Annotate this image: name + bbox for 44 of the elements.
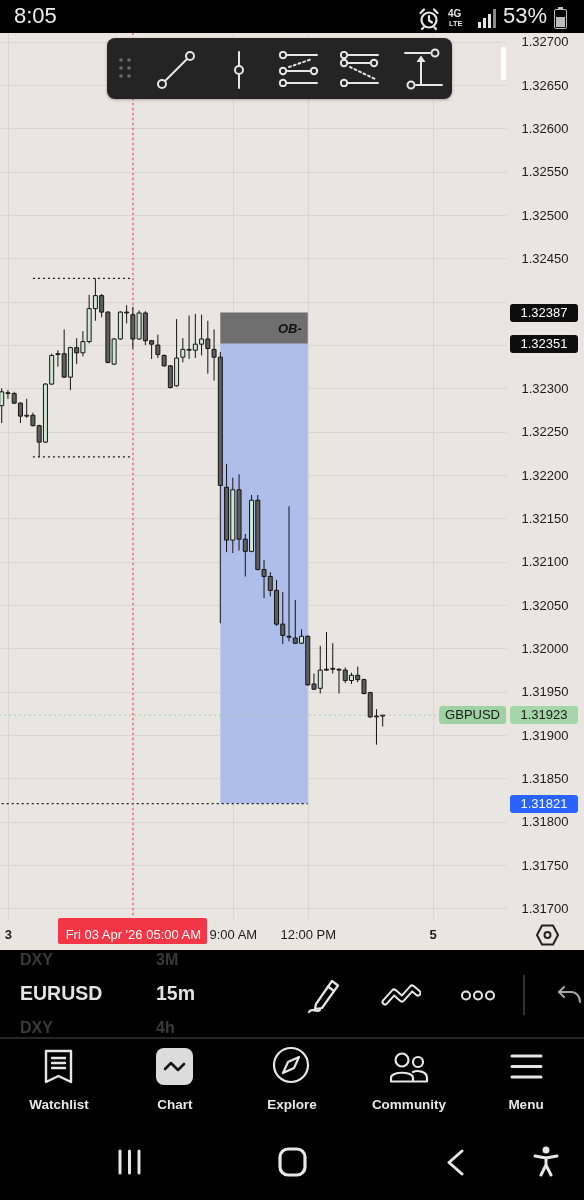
- text: 3M: [156, 950, 179, 969]
- y-tick-label: 1.31750: [521, 857, 569, 873]
- y-tick-label: 1.32500: [521, 207, 569, 223]
- y-tick-label: 1.32250: [521, 424, 569, 440]
- y-tick-label: 1.32200: [521, 467, 569, 483]
- text: 1.32351: [510, 335, 578, 354]
- y-tick-label: 1.31800: [521, 814, 569, 830]
- y-tick-label: 1.32000: [521, 640, 569, 656]
- text: 53%: [503, 3, 548, 29]
- y-tick-label: 1.31950: [521, 684, 569, 700]
- y-tick-label: 1.32600: [521, 120, 569, 136]
- text: Community: [371, 1097, 447, 1113]
- y-tick-label: 1.32050: [521, 597, 569, 613]
- text: Chart: [157, 1097, 193, 1113]
- x-tick-label: 5: [429, 926, 437, 942]
- text: 1.32387: [510, 303, 578, 322]
- text: 1.31923: [510, 706, 578, 725]
- text: 15m: [156, 982, 196, 1005]
- y-tick-label: 1.32450: [521, 250, 569, 266]
- x-tick-label: Fri 03 Apr '26 05:00 AM: [65, 926, 202, 942]
- x-tick-label: 9:00 AM: [209, 926, 258, 942]
- text: Explore: [267, 1097, 317, 1113]
- y-tick-label: 1.31700: [521, 900, 569, 916]
- x-tick-label: 3: [4, 926, 13, 942]
- y-tick-label: 1.32700: [521, 34, 569, 50]
- text: 4h: [156, 1018, 175, 1037]
- y-tick-label: 1.32300: [521, 380, 569, 396]
- text: 8:05: [14, 3, 57, 29]
- y-tick-label: 1.32150: [521, 510, 569, 526]
- text: Menu: [508, 1097, 544, 1113]
- text: Watchlist: [29, 1097, 89, 1113]
- text: DXY: [20, 950, 53, 969]
- y-tick-label: 1.32650: [521, 77, 569, 93]
- text: 4G: [448, 8, 462, 20]
- x-tick-label: 12:00 PM: [280, 926, 337, 942]
- series-label: OB-: [277, 320, 302, 336]
- y-tick-label: 1.31850: [521, 770, 569, 786]
- ref-line-label: GBPUSD: [439, 706, 506, 725]
- y-tick-label: 1.32550: [521, 164, 569, 180]
- text: DXY: [20, 1018, 53, 1037]
- text: EURUSD: [20, 982, 103, 1005]
- y-tick-label: 1.31900: [521, 727, 569, 743]
- y-tick-label: 1.32100: [521, 554, 569, 570]
- text: 1.31821: [510, 794, 578, 813]
